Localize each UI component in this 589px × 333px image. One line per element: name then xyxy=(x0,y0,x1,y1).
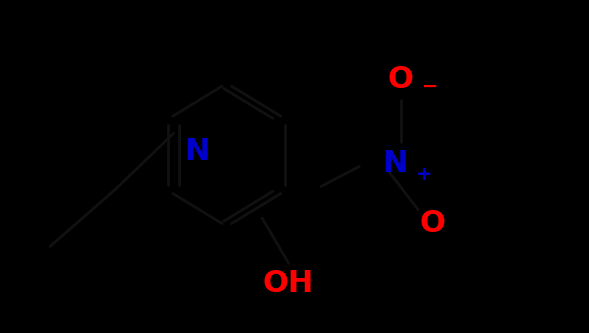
Text: O: O xyxy=(420,209,446,238)
Text: +: + xyxy=(416,165,432,184)
Text: O: O xyxy=(388,65,413,95)
Text: N: N xyxy=(382,149,408,178)
Text: N: N xyxy=(184,137,210,166)
Text: −: − xyxy=(422,77,438,96)
Text: OH: OH xyxy=(263,269,315,298)
